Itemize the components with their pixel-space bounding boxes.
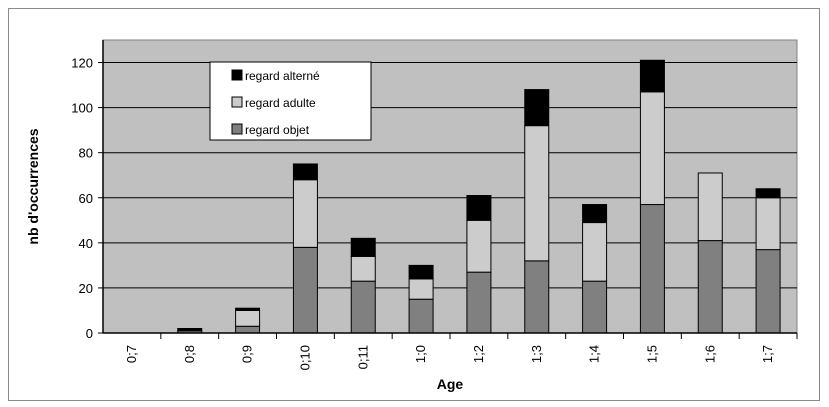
bar-segment <box>350 237 376 257</box>
y-tick-label: 80 <box>79 146 93 161</box>
legend-swatch <box>231 123 243 135</box>
x-tick-label: 0;9 <box>240 345 255 363</box>
bar-segment <box>582 204 608 224</box>
x-tick-label: 1;2 <box>471 345 486 363</box>
x-axis-title: Age <box>437 376 464 392</box>
bars <box>177 59 781 334</box>
bar-segment <box>582 222 608 282</box>
bar-segment <box>755 188 781 199</box>
y-tick-label: 0 <box>86 326 93 341</box>
bar-segment <box>697 240 723 334</box>
x-tick-label: 1;4 <box>587 345 602 363</box>
bar-segment <box>235 307 261 311</box>
legend-label: regard objet <box>245 123 310 137</box>
legend-label: regard adulte <box>245 96 316 110</box>
y-tick-label: 60 <box>79 191 93 206</box>
bar-segment <box>350 280 376 334</box>
bar-segment <box>639 91 665 206</box>
bar-segment <box>524 125 550 262</box>
legend-swatch <box>231 69 243 81</box>
bar-segment <box>350 255 376 282</box>
bar-segment <box>292 246 318 334</box>
x-tick-label: 1;7 <box>760 345 775 363</box>
legend-swatch <box>231 96 243 108</box>
x-tick-label: 1;5 <box>644 345 659 363</box>
x-tick-label: 1;6 <box>702 345 717 363</box>
x-tick-label: 1;3 <box>529 345 544 363</box>
bar-segment <box>408 298 434 334</box>
bar-segment <box>466 195 492 221</box>
x-tick-label: 0;7 <box>124 345 139 363</box>
y-axis-title: nb d'occurrences <box>25 128 41 244</box>
x-tick-label: 0;10 <box>297 345 312 370</box>
legend: regard alterné regard adulte regard objet <box>209 61 372 141</box>
bar-segment <box>639 59 665 93</box>
bar-segment <box>292 179 318 248</box>
x-tick-label: 1;0 <box>413 345 428 363</box>
y-tick-label: 100 <box>71 101 93 116</box>
bar-segment <box>466 219 492 273</box>
bar-segment <box>408 278 434 300</box>
y-tick-label: 40 <box>79 236 93 251</box>
bar-segment <box>755 197 781 251</box>
bar-segment <box>582 280 608 334</box>
bar-segment <box>466 271 492 334</box>
bar-segment <box>755 249 781 334</box>
bar-segment <box>639 204 665 334</box>
y-tick-label: 20 <box>79 281 93 296</box>
plot-area <box>102 39 798 334</box>
x-axis-ticks: 0;7 0;8 0;9 0;10 0;11 1;0 1;2 1;3 1;4 1;5 1;6 1;7 <box>124 333 798 370</box>
bar-segment <box>235 309 261 327</box>
bar-segment <box>235 325 261 334</box>
bar-segment <box>177 327 203 332</box>
bar-segment <box>524 89 550 127</box>
bar-segment <box>524 260 550 334</box>
x-tick-label: 0;8 <box>182 345 197 363</box>
x-tick-label: 0;11 <box>355 345 370 369</box>
bar-segment <box>408 264 434 280</box>
legend-label: regard alterné <box>245 69 320 83</box>
bar-segment <box>697 172 723 242</box>
bar-segment <box>292 163 318 181</box>
y-tick-label: 120 <box>71 56 93 71</box>
